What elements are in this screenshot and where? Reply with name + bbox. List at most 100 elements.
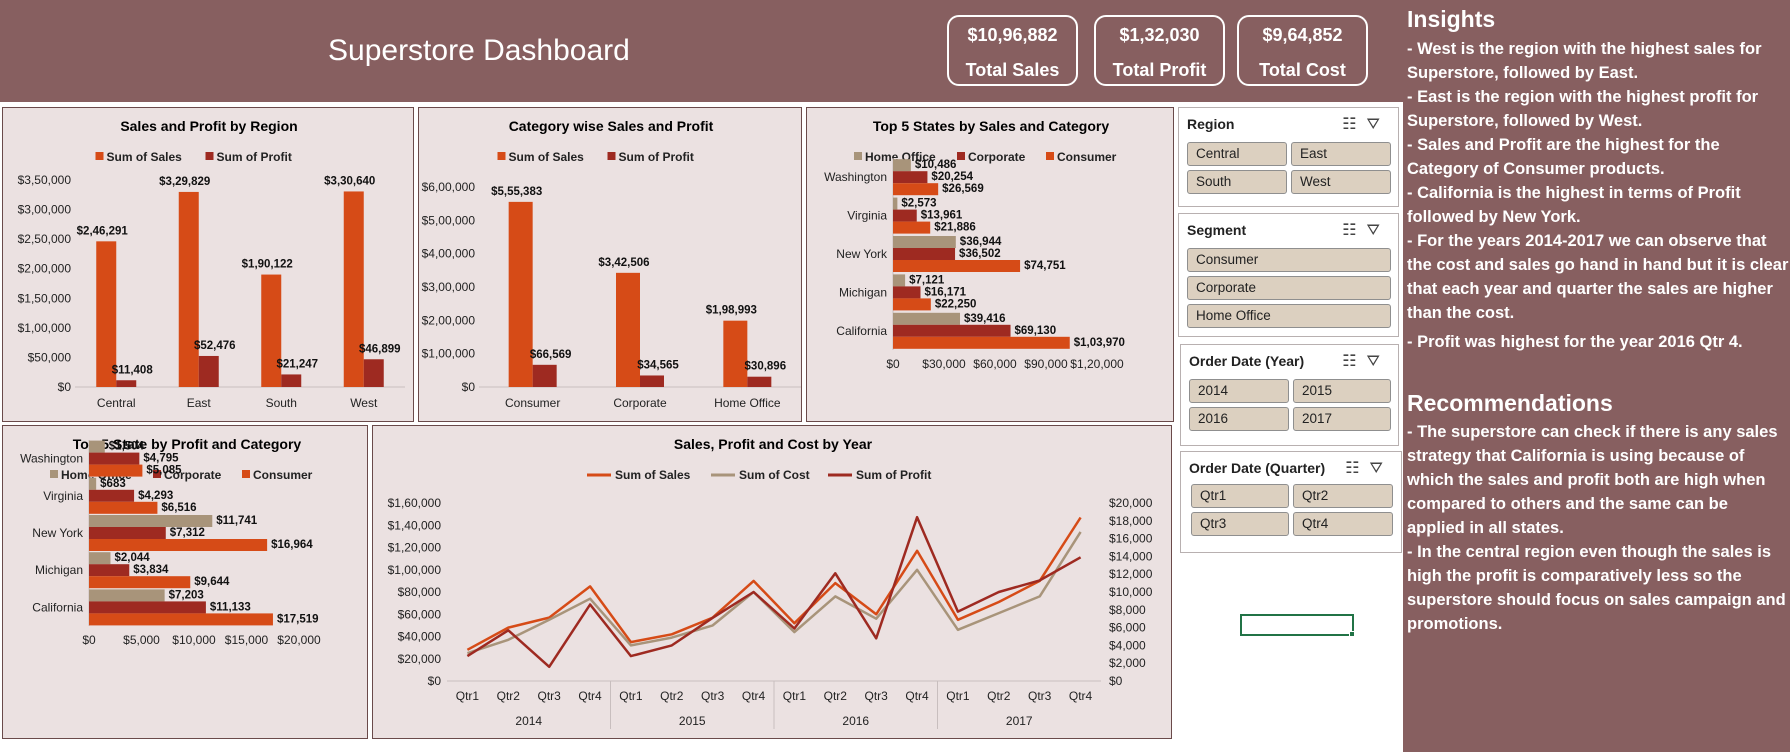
kpi-label: Total Sales [965, 60, 1060, 80]
x-tick-label: Qtr4 [578, 689, 602, 703]
bar [89, 527, 166, 539]
x-tick-label: Qtr4 [905, 689, 929, 703]
chart-category-sales-profit[interactable]: Category wise Sales and Profit Sum of Sal… [418, 107, 802, 422]
slicer-title: Region [1187, 116, 1235, 132]
bar [893, 248, 956, 260]
data-label: $1,504 [109, 441, 145, 453]
slicer-item-south[interactable]: South [1187, 170, 1287, 194]
clear-filter-icon[interactable]: ⛛ [1366, 222, 1390, 239]
chart-sales-profit-cost-by-year[interactable]: Sales, Profit and Cost by Year Sum of Sal… [372, 425, 1172, 739]
x-tick-label: Consumer [505, 396, 560, 410]
recommendations-title: Recommendations [1407, 390, 1613, 416]
x-tick-label: Qtr1 [456, 689, 480, 703]
x-tick-label: $60,000 [973, 357, 1017, 371]
kpi-value: $1,32,030 [1119, 25, 1200, 45]
page-title: Superstore Dashboard [328, 34, 630, 67]
bar [893, 336, 1070, 349]
bar [343, 191, 364, 387]
bar [178, 191, 199, 387]
slicer-item-east[interactable]: East [1291, 142, 1391, 166]
data-label: $1,90,122 [242, 259, 293, 271]
legend-label: Sum of Cost [739, 468, 810, 482]
insight-line: - California is the highest in terms of … [1407, 184, 1741, 226]
x-tick-label: Central [97, 396, 136, 410]
bar [89, 589, 165, 602]
y-tick-label: California [32, 600, 83, 614]
x-tick-label: $5,000 [123, 633, 160, 647]
y-tick-label-right: $2,000 [1109, 656, 1146, 670]
clear-filter-icon[interactable]: ⛛ [1369, 460, 1393, 477]
data-label: $1,98,993 [706, 305, 757, 317]
slicer-item-2015[interactable]: 2015 [1293, 379, 1391, 403]
data-label: $46,899 [359, 343, 401, 355]
slicer-item-home-office[interactable]: Home Office [1187, 304, 1391, 328]
year-label: 2017 [1006, 714, 1033, 728]
chart-title: Category wise Sales and Profit [509, 118, 714, 134]
data-label: $5,085 [146, 465, 182, 477]
series-line [466, 515, 1082, 669]
y-tick-label-left: $1,60,000 [388, 496, 442, 510]
bar [893, 197, 898, 210]
slicer-item-central[interactable]: Central [1187, 142, 1287, 166]
slicer-item-consumer[interactable]: Consumer [1187, 248, 1391, 272]
clear-filter-icon[interactable]: ⛛ [1366, 116, 1390, 133]
bar [893, 312, 961, 325]
bar [893, 159, 911, 172]
bar [89, 564, 130, 577]
x-tick-label: West [350, 396, 378, 410]
kpi-card-total-sales: $10,96,882 Total Sales [947, 15, 1078, 86]
bar [89, 576, 191, 589]
selected-cell[interactable] [1240, 614, 1354, 636]
bar [89, 464, 143, 477]
data-label: $13,961 [921, 210, 963, 222]
data-label: $5,55,383 [491, 186, 542, 198]
x-tick-label: $20,000 [277, 633, 321, 647]
recommendation-line: - The superstore can check if there is a… [1407, 423, 1778, 537]
slicer-item-qtr1[interactable]: Qtr1 [1191, 484, 1289, 508]
slicer-item-qtr3[interactable]: Qtr3 [1191, 512, 1289, 536]
slicer-item-corporate[interactable]: Corporate [1187, 276, 1391, 300]
bar [89, 552, 111, 565]
slicer-item-west[interactable]: West [1291, 170, 1391, 194]
data-label: $69,130 [1015, 325, 1057, 337]
multi-select-icon[interactable]: ☷ [1342, 116, 1367, 133]
legend-label: Corporate [164, 468, 222, 482]
slicer-item-2017[interactable]: 2017 [1293, 407, 1391, 431]
y-tick-label: Michigan [839, 285, 887, 299]
slicer-region: Region ☷⛛ Central East South West [1178, 107, 1399, 207]
clear-filter-icon[interactable]: ⛛ [1366, 353, 1390, 370]
bar [508, 201, 533, 387]
multi-select-icon[interactable]: ☷ [1342, 353, 1367, 370]
y-tick-label-left: $60,000 [398, 607, 442, 621]
chart-sales-profit-by-region[interactable]: Sales and Profit by Region Sum of Sales Su… [2, 107, 414, 422]
y-tick-label: New York [32, 526, 84, 540]
insight-line: - Sales and Profit are the highest for t… [1407, 136, 1720, 178]
multi-select-icon[interactable]: ☷ [1342, 222, 1367, 239]
fill-handle[interactable] [1349, 631, 1355, 637]
bar [89, 452, 140, 465]
x-tick-label: Corporate [613, 396, 667, 410]
legend-label: Sum of Profit [856, 468, 931, 482]
chart-title: Top 5 States by Sales and Category [873, 118, 1109, 134]
bar [89, 501, 158, 514]
data-label: $36,944 [960, 236, 1002, 248]
data-label: $22,250 [935, 298, 977, 310]
slicer-item-2016[interactable]: 2016 [1189, 407, 1289, 431]
slicer-item-2014[interactable]: 2014 [1189, 379, 1289, 403]
bar [893, 286, 921, 299]
y-tick-label-left: $1,00,000 [388, 563, 442, 577]
chart-top5-states-sales[interactable]: Top 5 States by Sales and Category Home O… [806, 107, 1174, 422]
insights-panel: Insights - West is the region with the h… [1403, 0, 1790, 752]
slicer-item-qtr2[interactable]: Qtr2 [1293, 484, 1393, 508]
multi-select-icon[interactable]: ☷ [1345, 460, 1370, 477]
y-tick-label: $0 [58, 380, 72, 394]
legend-label: Sum of Sales [509, 150, 585, 164]
bar [281, 374, 302, 387]
y-tick-label: $4,00,000 [422, 247, 476, 261]
y-tick-label: Washington [20, 452, 83, 466]
bar [89, 601, 206, 614]
slicer-item-qtr4[interactable]: Qtr4 [1293, 512, 1393, 536]
data-label: $3,30,640 [324, 175, 375, 187]
data-label: $16,964 [271, 539, 313, 551]
